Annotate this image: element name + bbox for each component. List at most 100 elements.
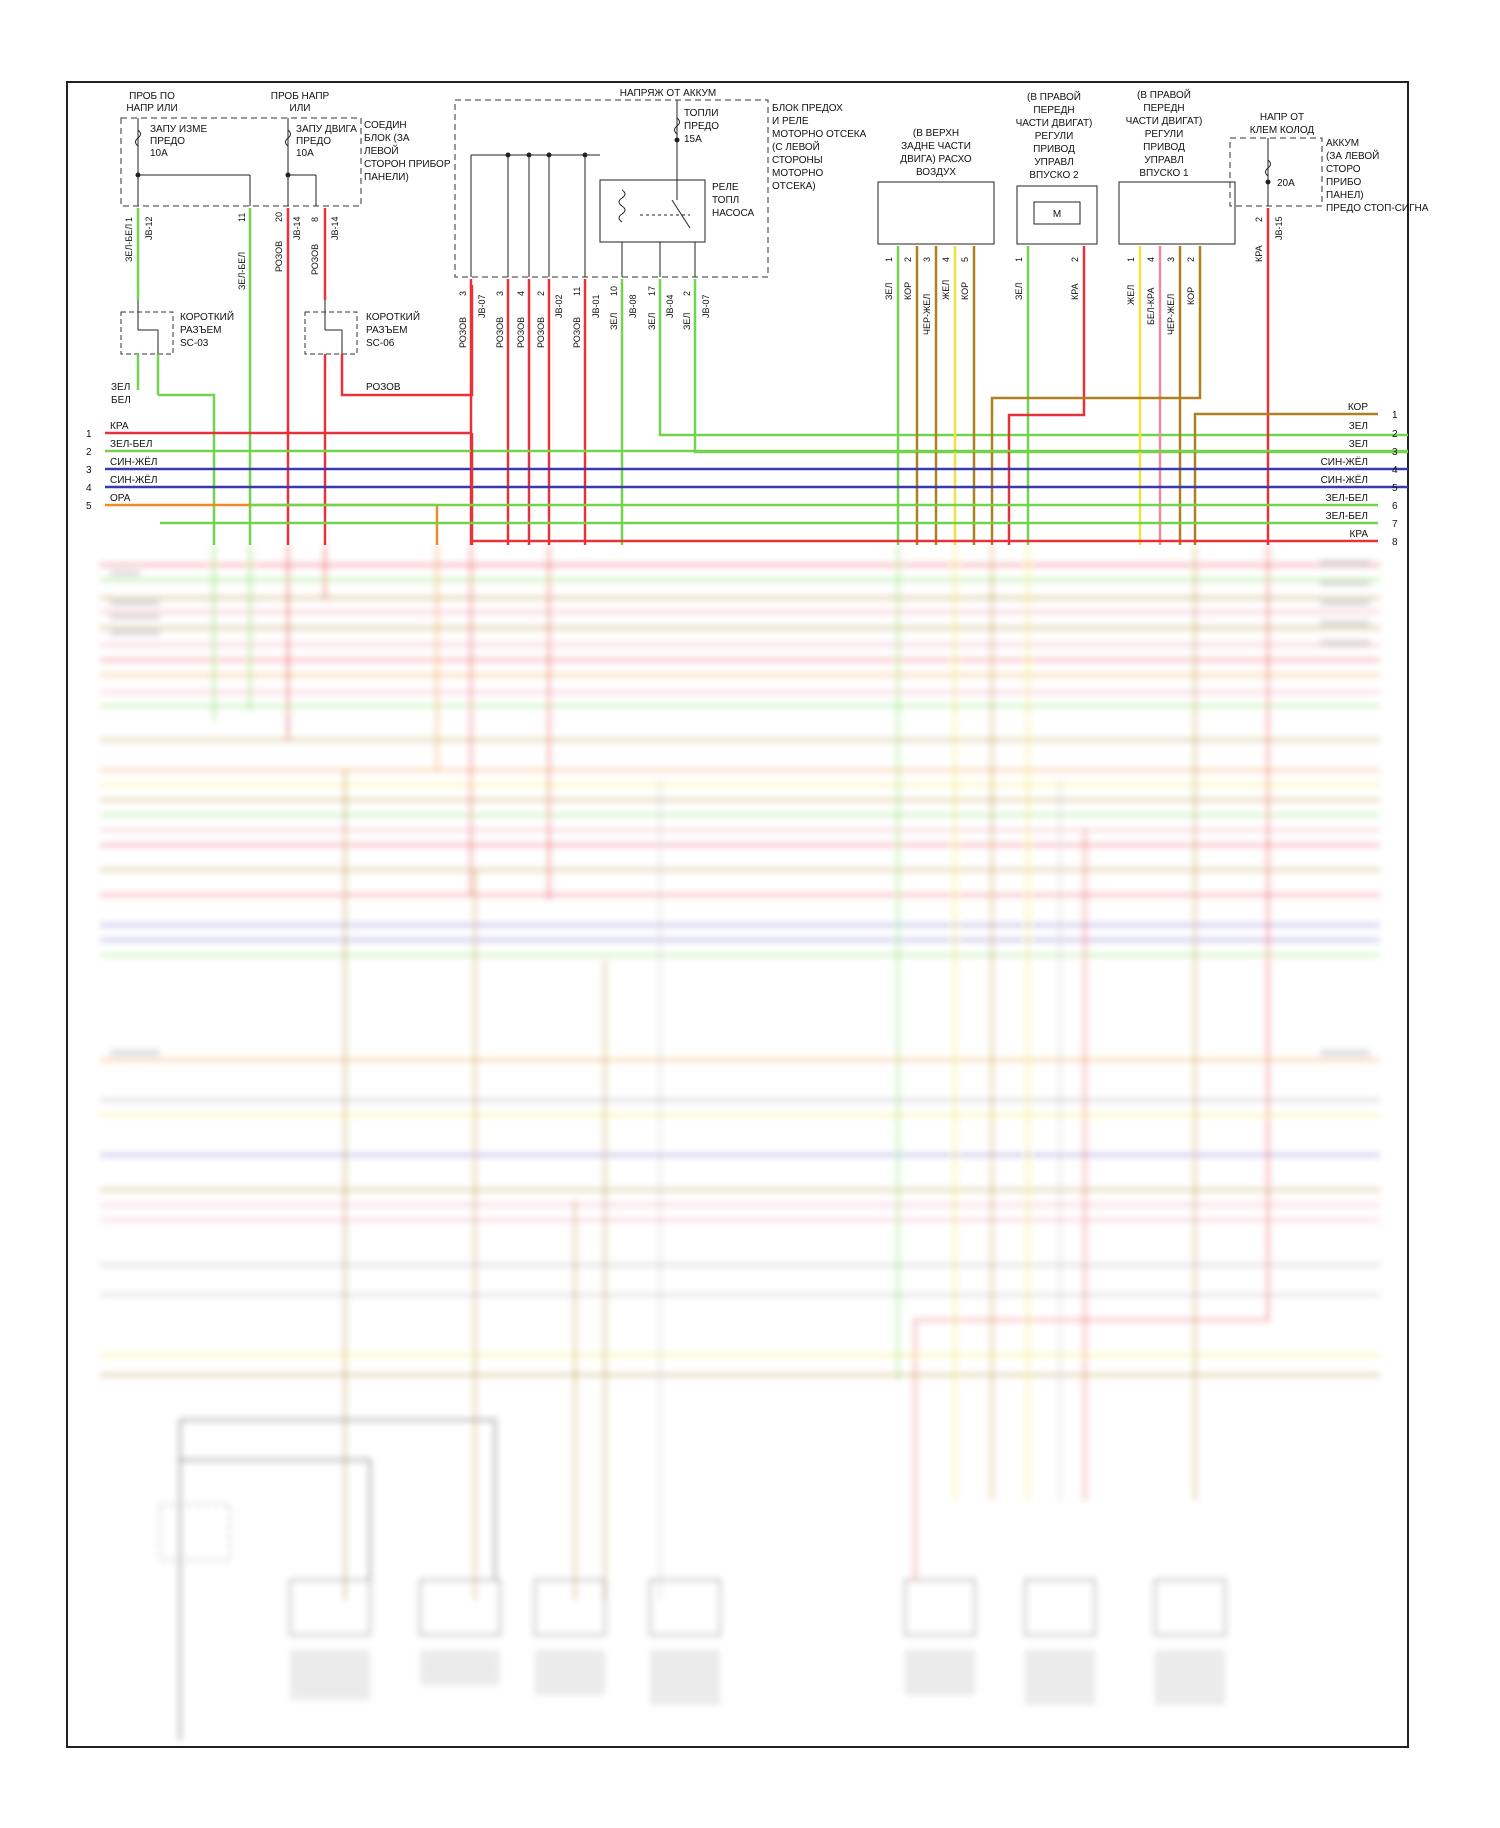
pin-jb12: 1	[124, 217, 134, 222]
fuse1-title-2: НАПР ИЛИ	[126, 103, 177, 114]
fuse2-title-1: ПРОБ НАПР	[271, 91, 330, 102]
pin-c7: 17	[647, 286, 657, 296]
fuel-fuse-2: ПРЕДО	[684, 121, 719, 132]
jb-label-4: СТОРОН ПРИБОР	[364, 159, 451, 170]
bat-blk-6: ПРЕДО СТОП-СИГНА	[1326, 203, 1429, 214]
tag-rozov-6: РОЗОВ	[536, 317, 546, 348]
relay-2: ТОПЛ	[712, 195, 739, 206]
conn-jb01: JB-01	[591, 294, 601, 318]
pin-v2a: 1	[1014, 257, 1024, 262]
v1-2: ПЕРЕДН	[1143, 103, 1184, 114]
jb-label-3: ЛЕВОЙ	[364, 144, 399, 157]
tag-rozov-7: РОЗОВ	[572, 317, 582, 348]
right-bus-label: ЗЕЛ	[1349, 421, 1368, 432]
pin-m3: 3	[922, 257, 932, 262]
fuse1-title-1: ПРОБ ПО	[129, 91, 175, 102]
v2-7: ВПУСКО 2	[1029, 170, 1079, 181]
tag-zel-1: ЗЕЛ	[609, 313, 619, 330]
right-bus-label: ЗЕЛ-БЕЛ	[1326, 493, 1368, 504]
conn-jb07a: JB-07	[477, 294, 487, 318]
right-bus-label: СИН-ЖЁЛ	[1321, 474, 1368, 486]
left-bus-num: 4	[86, 483, 92, 494]
maf-wire-cher-zhel: ЧЕР-ЖЕЛ	[922, 294, 932, 335]
motor-symbol: M	[1053, 209, 1061, 220]
right-bus-num: 7	[1392, 519, 1398, 530]
tag-rozov-1: РОЗОВ	[274, 241, 284, 272]
conn-jb14b: JB-14	[330, 216, 340, 240]
pin-c2: 3	[495, 291, 505, 296]
bat-title-2: КЛЕМ КОЛОД	[1250, 125, 1315, 136]
right-bus-label: ЗЕЛ-БЕЛ	[1326, 511, 1368, 522]
v2-1: (В ПРАВОЙ	[1027, 90, 1081, 103]
blk-2: И РЕЛЕ	[772, 116, 809, 127]
conn-jb12: JB-12	[144, 216, 154, 240]
pin-c3: 4	[516, 291, 526, 296]
conn-jb02: JB-02	[554, 294, 564, 318]
right-bus-num: 2	[1392, 429, 1398, 440]
jb-label-5: ПАНЕЛИ)	[364, 172, 409, 183]
maf-2: ЗАДНЕ ЧАСТИ	[901, 141, 971, 152]
obscured-lower-diagram	[100, 545, 1380, 1740]
junction-block-fuses	[120, 117, 362, 207]
left-bus-num: 5	[86, 501, 92, 512]
left-bus-num: 2	[86, 447, 92, 458]
left-bus-label: СИН-ЖЁЛ	[110, 474, 157, 486]
v2-4: РЕГУЛИ	[1035, 131, 1074, 142]
right-bus-num: 5	[1392, 483, 1398, 494]
blk-5: СТОРОНЫ	[772, 155, 823, 166]
fuel-fuse-1: ТОПЛИ	[684, 108, 718, 119]
v1-1: (В ПРАВОЙ	[1137, 88, 1191, 101]
maf-wire-kor: КОР	[903, 282, 913, 300]
blk-3: МОТОРНО ОТСЕКА	[772, 129, 867, 140]
fuel-fuse-3: 15A	[684, 134, 702, 145]
pin-m2: 2	[903, 257, 913, 262]
fuse-relay-block	[454, 99, 769, 278]
v1-7: ВПУСКО 1	[1139, 168, 1189, 179]
fuse2-name-1: ЗАПУ ДВИГА	[296, 124, 357, 135]
pin-v2b: 2	[1070, 257, 1080, 262]
pin-c1: 3	[458, 291, 468, 296]
right-bus-num: 4	[1392, 465, 1398, 476]
maf-wire-zhel: ЖЕЛ	[941, 280, 951, 300]
conn-jb07b: JB-07	[701, 294, 711, 318]
left-bus-lines: 1 КРА 2 ЗЕЛ-БЕЛ 3 СИН-ЖЁЛ 4 СИН-ЖЁЛ 5 ОРА	[86, 421, 1408, 545]
pin-v1d: 2	[1186, 257, 1196, 262]
conn-jb04: JB-04	[665, 294, 675, 318]
maf-3: ДВИГА) РАСХО	[900, 154, 972, 165]
conn-jb15: JB-15	[1274, 216, 1284, 240]
left-bus-label: СИН-ЖЁЛ	[110, 456, 157, 468]
tag-zel-3: ЗЕЛ	[682, 313, 692, 330]
pin-bat: 2	[1254, 217, 1264, 222]
fuse1-name-1: ЗАПУ ИЗМЕ	[150, 124, 207, 135]
relay-1: РЕЛЕ	[712, 182, 739, 193]
right-bus-label: СИН-ЖЁЛ	[1321, 456, 1368, 468]
right-bus-label: КРА	[1350, 529, 1369, 540]
bat-blk-5: ПАНЕЛ)	[1326, 190, 1364, 201]
right-bus-num: 6	[1392, 501, 1398, 512]
conn-jb14a: JB-14	[292, 216, 302, 240]
conn-jb08: JB-08	[628, 294, 638, 318]
pin-c6: 10	[609, 286, 619, 296]
tag-rozov-4: РОЗОВ	[495, 317, 505, 348]
tag-rozov-2: РОЗОВ	[310, 244, 320, 275]
right-bus-num: 1	[1392, 410, 1398, 421]
blk-6: МОТОРНО	[772, 168, 823, 179]
pin-m1: 1	[884, 257, 894, 262]
sc06-wire: РОЗОВ	[366, 382, 401, 393]
bat-wire-kra: КРА	[1254, 245, 1264, 262]
jb-label-2: БЛОК (ЗА	[364, 133, 410, 144]
v1-wire-zhel: ЖЕЛ	[1126, 285, 1136, 305]
battery-voltage-title: НАПРЯЖ ОТ АККУМ	[620, 88, 716, 99]
bat-fuse-rating: 20A	[1277, 178, 1295, 189]
maf-4: ВОЗДУХ	[916, 167, 956, 178]
